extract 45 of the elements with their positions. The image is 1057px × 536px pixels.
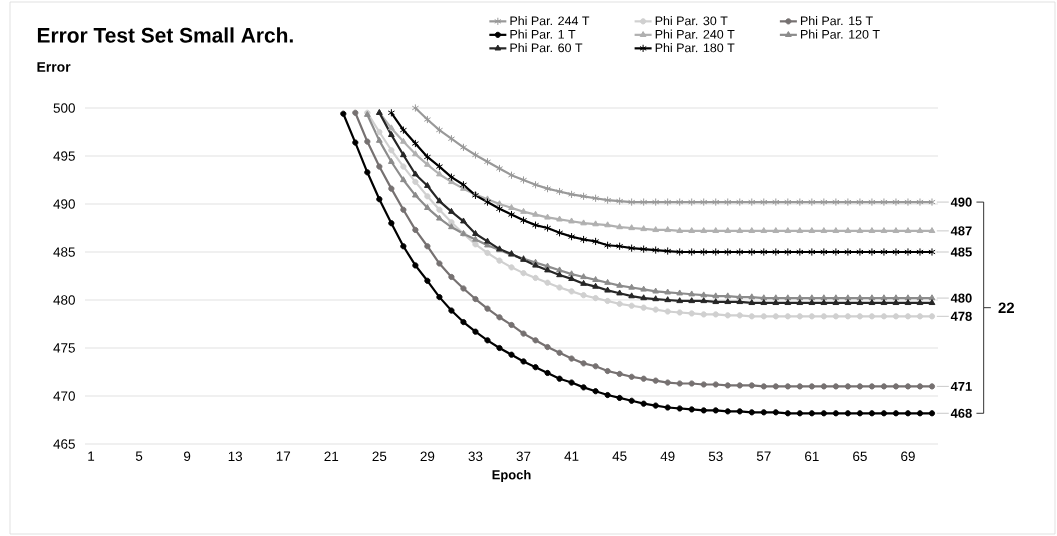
x-tick-label: 41 <box>564 451 579 461</box>
x-tick-label: 53 <box>708 451 723 462</box>
legend-label: Phi Par. 240 T <box>655 29 735 39</box>
x-tick-label: 25 <box>372 451 387 462</box>
x-tick-label: 37 <box>516 451 531 462</box>
y-tick-label: 485 <box>53 247 75 257</box>
chart-title: Error Test Set Small Arch. <box>37 27 293 43</box>
legend-label: Phi Par. 244 T <box>510 16 590 26</box>
legend-label: Phi Par. 120 T <box>800 29 880 39</box>
x-tick-label: 13 <box>228 451 243 462</box>
legend-label: Phi Par. 15 T <box>800 16 873 26</box>
y-tick-label: 480 <box>53 295 75 305</box>
x-tick-label: 45 <box>612 451 627 461</box>
legend-label: Phi Par. 180 T <box>655 43 735 53</box>
text: 471 <box>950 381 972 391</box>
y-tick-label: 490 <box>53 199 75 209</box>
text: 468 <box>950 408 972 418</box>
text: 480 <box>950 293 972 303</box>
x-tick-label: 5 <box>135 451 143 461</box>
legend-label: Phi Par. 1 T <box>510 29 576 39</box>
legend-label: Phi Par. 60 T <box>510 43 583 53</box>
text: 485 <box>950 247 972 257</box>
y-tick-label: 470 <box>53 391 75 401</box>
y-axis-title: Error <box>37 62 71 72</box>
y-tick-label: 475 <box>53 343 75 353</box>
y-tick-label: 495 <box>53 151 75 161</box>
text: 22 <box>998 302 1014 313</box>
x-tick-label: 1 <box>88 451 95 461</box>
x-tick-label: 21 <box>324 451 339 461</box>
x-tick-label: 29 <box>420 451 435 462</box>
x-tick-label: 9 <box>184 451 191 462</box>
text: 478 <box>950 311 972 321</box>
legend-label: Phi Par. 30 T <box>655 16 728 26</box>
y-tick-label: 465 <box>53 439 75 449</box>
x-tick-label: 17 <box>276 451 291 461</box>
text: 487 <box>950 226 972 236</box>
x-tick-label: 61 <box>805 451 819 462</box>
x-axis-title: Epoch <box>492 469 531 482</box>
x-tick-label: 69 <box>901 451 915 462</box>
x-tick-label: 33 <box>468 451 483 462</box>
y-tick-label: 500 <box>53 103 75 113</box>
x-tick-label: 57 <box>756 451 771 461</box>
x-tick-label: 49 <box>660 451 675 462</box>
text: 490 <box>950 197 972 207</box>
x-tick-label: 65 <box>853 451 867 462</box>
